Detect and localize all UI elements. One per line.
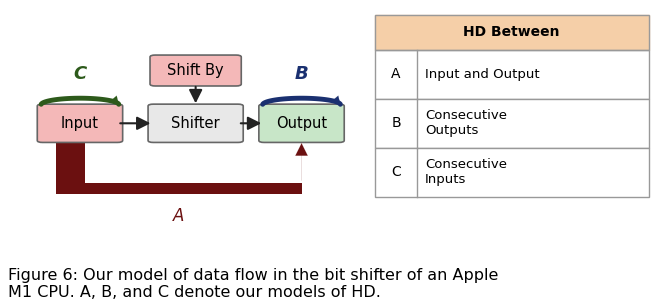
Bar <box>56 183 301 195</box>
Bar <box>56 141 85 195</box>
Text: A: A <box>391 67 401 81</box>
FancyBboxPatch shape <box>148 104 243 142</box>
Text: Output: Output <box>276 116 327 131</box>
Text: Shift By: Shift By <box>168 63 224 78</box>
Text: Input: Input <box>61 116 99 131</box>
FancyBboxPatch shape <box>150 55 241 86</box>
Text: Consecutive
Outputs: Consecutive Outputs <box>425 109 507 137</box>
Text: HD Between: HD Between <box>464 25 560 39</box>
Text: Figure 6: Our model of data flow in the bit shifter of an Apple
M1 CPU. A, B, an: Figure 6: Our model of data flow in the … <box>8 268 498 300</box>
Text: B: B <box>295 65 309 83</box>
Bar <box>375 15 648 50</box>
Bar <box>375 15 648 50</box>
Text: Consecutive
Inputs: Consecutive Inputs <box>425 158 507 186</box>
FancyBboxPatch shape <box>259 104 344 142</box>
Text: A: A <box>173 207 184 225</box>
Bar <box>375 99 648 148</box>
Text: Input and Output: Input and Output <box>425 68 540 81</box>
Text: C: C <box>73 65 86 83</box>
FancyBboxPatch shape <box>37 104 122 142</box>
Bar <box>375 148 648 197</box>
Text: B: B <box>391 116 401 130</box>
Text: C: C <box>391 165 401 179</box>
Text: Shifter: Shifter <box>172 116 220 131</box>
Bar <box>375 50 648 99</box>
